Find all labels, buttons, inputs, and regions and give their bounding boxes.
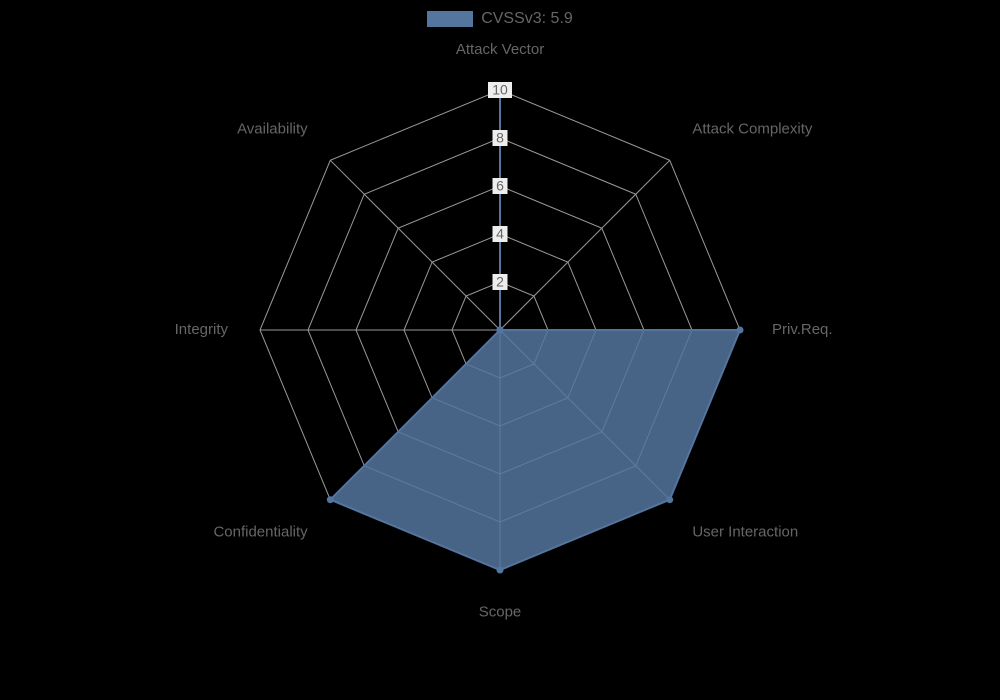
axis-label: Confidentiality [213,524,308,541]
data-point [666,496,673,503]
data-point [497,567,504,574]
axis-label: Availability [237,121,308,138]
tick-label: 4 [496,226,504,242]
tick-label: 6 [496,178,504,194]
data-point [497,327,504,334]
axis-label: Attack Complexity [692,121,813,138]
axis-label: Priv.Req. [772,321,833,338]
radar-chart: 2 4 6 8 10 Attack Vector Attack Complexity Priv… [0,0,1000,700]
axis-label: User Interaction [692,524,798,541]
tick-label: 2 [496,274,504,290]
data-point [737,327,744,334]
axis-label: Scope [479,603,522,620]
tick-label: 8 [496,130,504,146]
axis-label: Attack Vector [456,41,544,58]
axis-label: Integrity [175,321,229,338]
data-point [327,496,334,503]
tick-label: 10 [492,82,508,98]
